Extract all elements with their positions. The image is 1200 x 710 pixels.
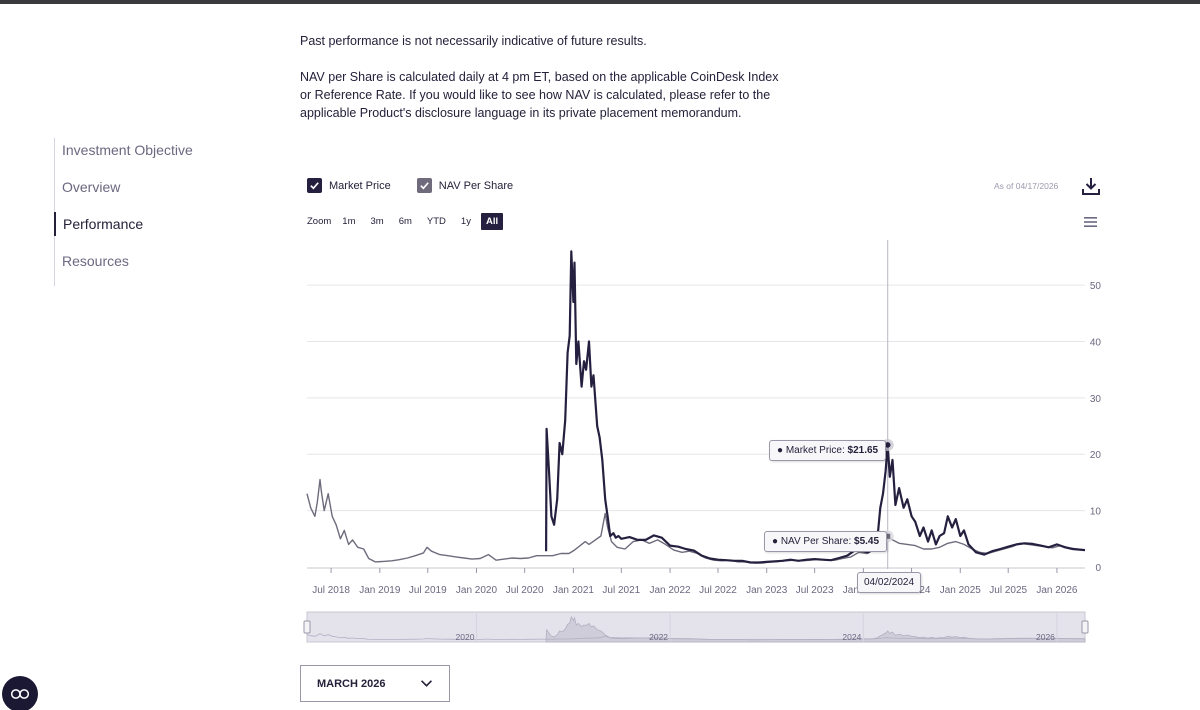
navigator-year-label: 2020	[456, 632, 475, 642]
chevron-down-icon	[420, 680, 433, 687]
y-tick-label: 20	[1090, 450, 1102, 461]
zoom-label: Zoom	[307, 216, 332, 227]
navigator-nav-series	[306, 633, 1086, 641]
section-nav: Investment Objective Overview Performanc…	[54, 138, 254, 286]
x-axis: Jul 2018 Jan 2019 Jul 2019 Jan 2020 Jul 2020…	[312, 568, 1078, 596]
tooltip-bullet: ●	[772, 536, 779, 547]
disclaimer-nav-calculation: NAV per Share is calculated daily at 4 p…	[300, 70, 779, 120]
navigator-window[interactable]	[306, 611, 1086, 643]
y-tick-label: 0	[1095, 563, 1101, 574]
download-button[interactable]	[1081, 176, 1101, 196]
y-tick-label: 30	[1090, 394, 1102, 405]
x-tick-label: Jul 2020	[506, 585, 544, 596]
nav-per-share-checkbox[interactable]	[416, 178, 432, 193]
tooltip-bullet: ●	[777, 445, 784, 456]
legend-market-price-label: Market Price	[329, 179, 391, 192]
month-select-value: MARCH 2026	[317, 677, 386, 690]
nav-per-share-line	[306, 478, 1086, 564]
y-axis: 0 10 20 30 40 50	[1090, 281, 1102, 574]
date-tooltip: 04/02/2024	[857, 572, 922, 593]
tooltip-market-price-value: $21.65	[847, 445, 879, 456]
chart-legend: Market Price NAV Per Share	[307, 178, 539, 193]
y-tick-label: 10	[1090, 507, 1102, 518]
navigator-left-handle[interactable]	[303, 620, 311, 634]
chart-menu-button[interactable]	[1083, 215, 1099, 229]
x-tick-label: Jul 2019	[409, 585, 447, 596]
nav-per-share-tooltip: ● NAV Per Share: $5.45	[764, 531, 888, 552]
y-tick-label: 40	[1090, 337, 1102, 348]
market-price-line	[544, 250, 1086, 564]
download-icon	[1082, 178, 1100, 195]
zoom-6m-button[interactable]: 6m	[398, 216, 412, 227]
navigator-year-label: 2026	[1036, 632, 1055, 642]
tooltip-market-price-label: Market Price:	[785, 445, 845, 456]
x-tick-label: Jan 2022	[649, 585, 691, 596]
market-price-checkbox[interactable]	[307, 178, 322, 193]
navigator-year-label: 2024	[842, 632, 861, 642]
legend-nav-per-share[interactable]: NAV Per Share	[416, 178, 514, 193]
disclaimer-past-performance: Past performance is not necessarily indi…	[300, 34, 647, 48]
month-select[interactable]: MARCH 2026	[300, 665, 450, 702]
x-tick-label: Jan 2026	[1036, 585, 1078, 596]
zoom-3m-button[interactable]: 3m	[370, 216, 384, 227]
nav-item-resources[interactable]: Resources	[62, 253, 129, 269]
nav-item-overview[interactable]: Overview	[62, 179, 121, 195]
cookie-consent-button[interactable]	[2, 676, 38, 710]
nav-item-performance[interactable]: Performance	[54, 212, 254, 236]
checkmark-icon	[419, 182, 429, 190]
nav-item-investment-objective[interactable]: Investment Objective	[62, 142, 193, 158]
cookie-consent-icon	[10, 689, 30, 699]
x-tick-label: Jul 2018	[312, 585, 350, 596]
zoom-1y-button[interactable]: 1y	[460, 216, 471, 227]
chart-gridlines	[307, 284, 1085, 569]
x-tick-label: Jan 2025	[940, 585, 982, 596]
x-tick-label: Jul 2023	[796, 585, 834, 596]
checkmark-icon	[310, 182, 319, 190]
x-tick-label: Jan 2019	[359, 585, 401, 596]
zoom-all-button[interactable]: All	[480, 213, 504, 230]
navigator-year-label: 2022	[649, 632, 668, 642]
tooltip-nav-value: $5.45	[854, 536, 880, 547]
as-of-date: As of 04/17/2026	[994, 181, 1059, 191]
hamburger-menu-icon	[1084, 217, 1097, 227]
navigator-series	[545, 615, 1086, 643]
x-tick-label: Jul 2022	[699, 585, 737, 596]
zoom-ytd-button[interactable]: YTD	[426, 216, 446, 227]
zoom-1m-button[interactable]: 1m	[342, 216, 356, 227]
zoom-bar: Zoom 1m 3m 6m YTD 1y All	[307, 213, 508, 230]
top-bar	[0, 0, 1200, 4]
y-tick-label: 50	[1090, 281, 1102, 292]
x-tick-label: Jan 2021	[553, 585, 595, 596]
range-navigator[interactable]: 2020 2022 2024 2026	[303, 611, 1089, 643]
tooltip-nav-label: NAV Per Share:	[780, 536, 852, 547]
x-tick-label: Jul 2021	[602, 585, 640, 596]
disclaimer: Past performance is not necessarily indi…	[300, 32, 780, 140]
x-tick-label: Jan 2023	[746, 585, 788, 596]
legend-market-price[interactable]: Market Price	[307, 178, 391, 193]
market-price-tooltip: ● Market Price: $21.65	[769, 440, 887, 461]
x-tick-label: Jan 2020	[456, 585, 498, 596]
navigator-right-handle[interactable]	[1081, 620, 1089, 634]
legend-nav-per-share-label: NAV Per Share	[438, 179, 514, 192]
chart-series	[306, 250, 1086, 564]
x-tick-label: Jul 2025	[989, 585, 1027, 596]
